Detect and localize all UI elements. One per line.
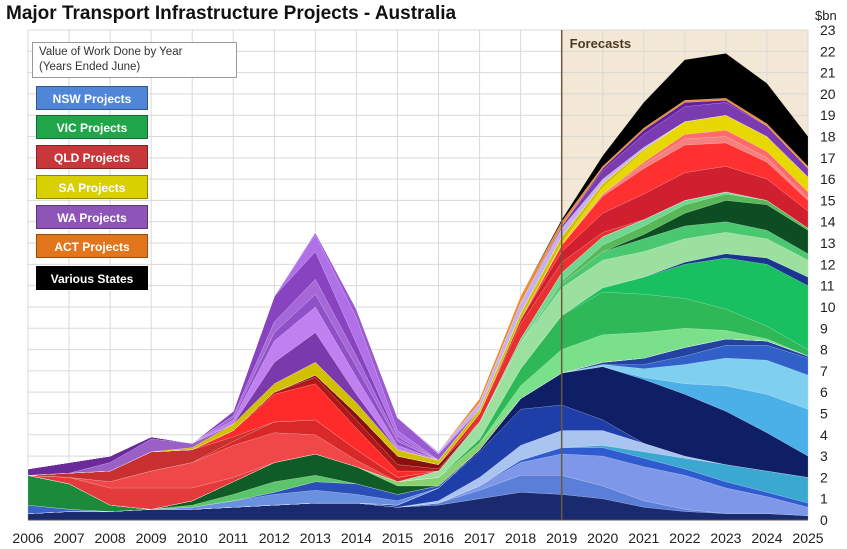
chart-title: Major Transport Infrastructure Projects … [6,3,457,24]
area-sunbury-line-upgrades [27,193,809,510]
x-tick-label: 2021 [628,530,659,546]
x-tick-label: 2024 [751,530,782,546]
y-tick-label: 2 [820,469,828,485]
legend-act: ACT Projects [36,234,148,258]
y-tick-label: 14 [820,214,836,230]
y-tick-label: 9 [820,320,828,336]
y-tick-label: 23 [820,22,836,38]
x-tick-label: 2014 [341,530,372,546]
x-tick-label: 2017 [464,530,495,546]
y-tick-label: 19 [820,107,836,123]
x-tick-label: 2022 [669,530,700,546]
area-north-east-link-melbourne [27,257,809,510]
legend-vic: VIC Projects [36,115,148,139]
x-tick-label: 2023 [710,530,741,546]
y-tick-label: 21 [820,65,836,81]
y-tick-label: 18 [820,129,836,145]
y-tick-label: 7 [820,363,828,379]
area-outer-suburban-arterial-roads [27,221,809,510]
area-level-crossings-removal-melb [27,232,809,510]
x-tick-label: 2011 [218,530,248,546]
subtitle-box: Value of Work Done by Year (Years Ended … [32,42,237,78]
y-tick-label: 6 [820,384,828,400]
x-tick-label: 2006 [12,530,43,546]
y-tick-label: 4 [820,427,828,443]
subtitle-line-1: Value of Work Done by Year [39,46,183,58]
legend-nsw: NSW Projects [36,86,148,110]
x-tick-label: 2013 [300,530,331,546]
y-tick-label: 10 [820,299,836,315]
area-inland-rail [27,53,809,470]
y-tick-label: 17 [820,150,836,166]
y-unit-label: $bn [815,8,837,23]
legend-various: Various States [36,266,148,290]
x-tick-label: 2020 [587,530,618,546]
y-tick-label: 3 [820,448,828,464]
x-tick-label: 2025 [792,530,823,546]
area-f6-extension [27,253,809,510]
legend-wa: WA Projects [36,205,148,229]
y-tick-label: 16 [820,171,836,187]
y-tick-label: 12 [820,256,836,272]
y-tick-label: 8 [820,342,828,358]
y-tick-label: 22 [820,43,836,59]
area-canberra-light-rail [27,97,809,470]
area-melbourne-airport-railway-link [27,200,809,510]
y-tick-label: 5 [820,405,828,421]
x-tick-label: 2009 [136,530,167,546]
x-tick-label: 2010 [177,530,208,546]
y-tick-label: 13 [820,235,836,251]
y-tick-label: 20 [820,86,836,102]
x-tick-label: 2008 [95,530,126,546]
x-tick-label: 2016 [423,530,454,546]
x-tick-label: 2015 [382,530,413,546]
area-melbourne-metro-rail [27,291,809,510]
y-tick-label: 11 [820,278,835,294]
x-tick-label: 2007 [53,530,84,546]
y-tick-label: 0 [820,512,828,528]
legend-sa: SA Projects [36,175,148,199]
x-tick-label: 2012 [259,530,290,546]
y-tick-label: 1 [820,491,828,507]
x-tick-label: 2018 [505,530,536,546]
subtitle-line-2: (Years Ended June) [39,61,141,73]
y-tick-label: 15 [820,192,836,208]
forecast-label: Forecasts [570,36,631,51]
legend-qld: QLD Projects [36,145,148,169]
area-perth-metronet [27,102,809,470]
x-tick-label: 2019 [546,530,577,546]
